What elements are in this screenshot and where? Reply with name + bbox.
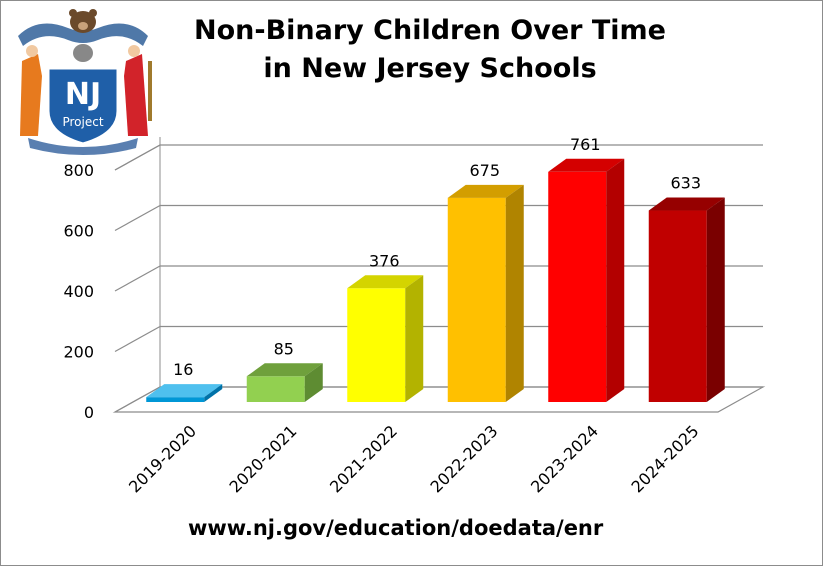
x-tick-label: 2021-2022 xyxy=(326,421,401,496)
x-tick-label: 2024-2025 xyxy=(627,421,702,496)
y-tick-label: 600 xyxy=(63,222,94,241)
chart-title-line2: in New Jersey Schools xyxy=(263,53,597,84)
y-tick-label: 0 xyxy=(84,403,94,422)
bar-side xyxy=(706,197,725,402)
chart-title: Non-Binary Children Over Time in New Jer… xyxy=(150,12,710,88)
data-label: 633 xyxy=(670,174,701,193)
bar xyxy=(447,184,524,402)
y-tick-label: 200 xyxy=(63,343,94,362)
y-tick-label: 800 xyxy=(63,161,94,180)
data-label: 761 xyxy=(570,135,601,154)
bar-front xyxy=(648,210,707,402)
bar-top xyxy=(246,363,323,377)
bar-side xyxy=(606,158,625,402)
data-label: 376 xyxy=(369,251,400,270)
x-tick-label: 2020-2021 xyxy=(225,421,300,496)
bar-front xyxy=(447,197,506,402)
y-tick-label: 400 xyxy=(63,282,94,301)
data-label: 16 xyxy=(173,360,193,379)
bar-side xyxy=(505,184,524,402)
bar-front xyxy=(347,288,406,402)
bar-top xyxy=(347,275,424,289)
gridline-depth xyxy=(114,144,161,171)
bar-top xyxy=(447,184,524,198)
logo-text: NJ xyxy=(65,77,101,112)
x-tick-label: 2022-2023 xyxy=(426,421,501,496)
bar-side xyxy=(304,363,323,402)
gridline-depth xyxy=(114,325,161,353)
bar-front xyxy=(246,376,305,402)
bar xyxy=(347,275,424,402)
bar-top xyxy=(548,158,625,172)
bar xyxy=(648,197,725,402)
nj-project-seal-logo: NJ Project xyxy=(18,9,152,155)
source-url: www.nj.gov/education/doedata/enr xyxy=(188,516,604,540)
bar xyxy=(146,384,223,402)
data-label: 675 xyxy=(469,161,500,180)
bar-front xyxy=(146,397,205,402)
bar-front xyxy=(548,171,607,402)
bar-top xyxy=(648,197,725,211)
bar-top xyxy=(146,384,223,398)
gridline-depth xyxy=(114,204,161,232)
chart-title-line1: Non-Binary Children Over Time xyxy=(194,15,666,46)
x-tick-label: 2019-2020 xyxy=(125,421,200,496)
chart-floor xyxy=(112,386,766,413)
bar xyxy=(548,158,625,402)
logo-subtext: Project xyxy=(62,115,103,129)
gridline-depth xyxy=(114,265,161,292)
x-tick-label: 2023-2024 xyxy=(527,421,602,496)
bar-side xyxy=(405,275,424,402)
data-label: 85 xyxy=(274,339,294,358)
bar xyxy=(246,363,323,402)
bar-side xyxy=(204,384,223,402)
